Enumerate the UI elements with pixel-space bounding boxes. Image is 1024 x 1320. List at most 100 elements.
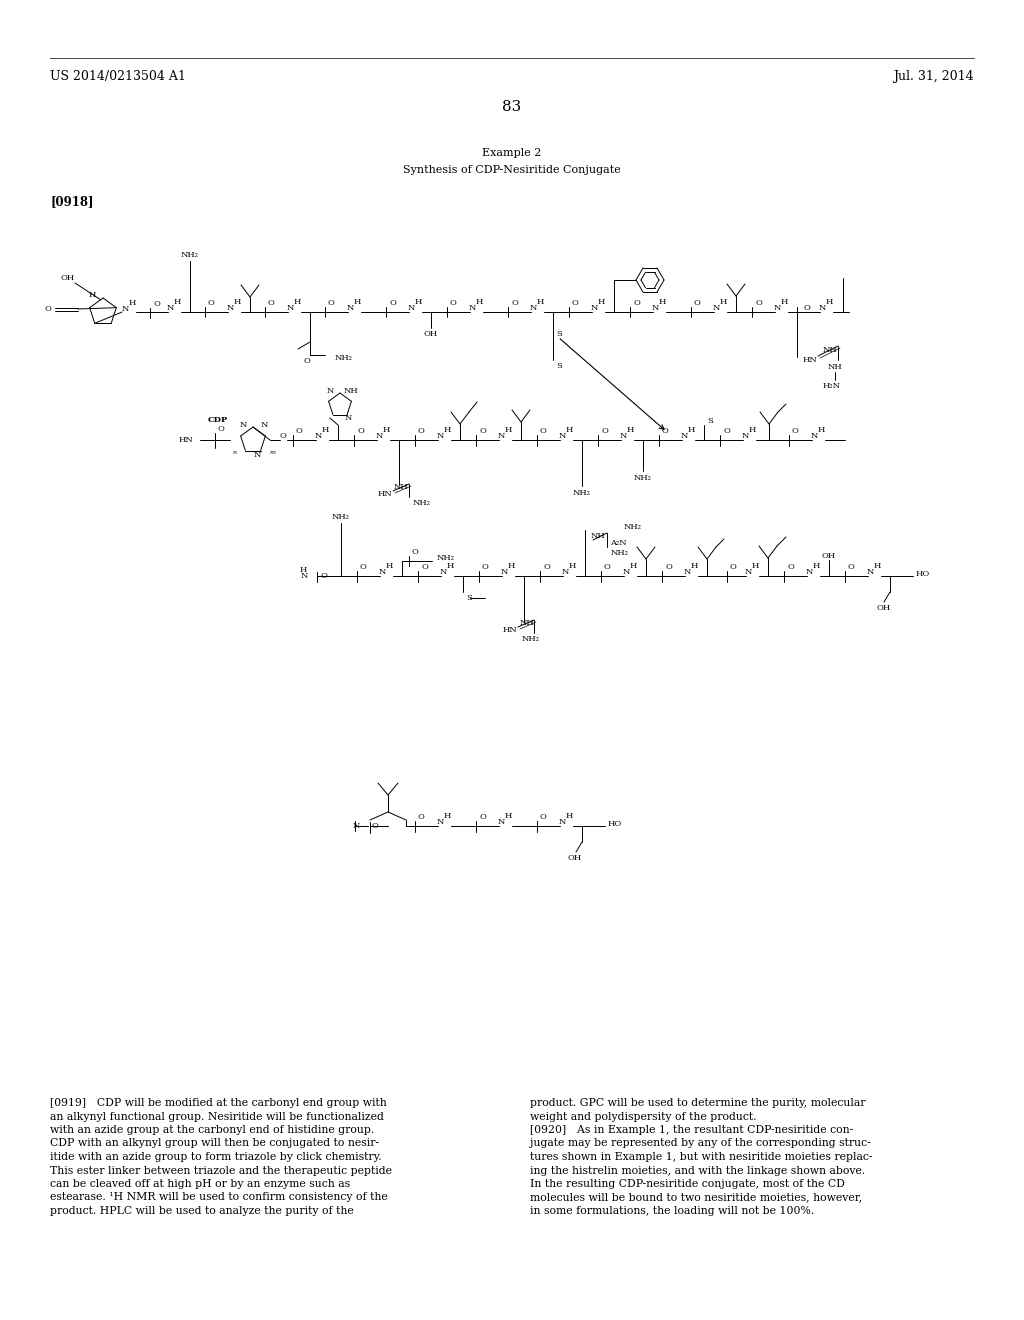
- Text: H: H: [88, 290, 95, 300]
- Text: O: O: [662, 426, 669, 436]
- Text: product. HPLC will be used to analyze the purity of the: product. HPLC will be used to analyze th…: [50, 1206, 353, 1216]
- Text: O: O: [633, 300, 640, 308]
- Text: H: H: [597, 298, 605, 306]
- Text: N: N: [744, 568, 752, 576]
- Text: N: N: [498, 432, 505, 440]
- Text: N: N: [866, 568, 873, 576]
- Text: NH₂: NH₂: [335, 354, 353, 362]
- Text: N: N: [810, 432, 818, 440]
- Text: Example 2: Example 2: [482, 148, 542, 158]
- Text: H: H: [443, 812, 451, 820]
- Text: itide with an azide group to form triazole by click chemistry.: itide with an azide group to form triazo…: [50, 1152, 382, 1162]
- Text: H: H: [299, 566, 306, 574]
- Text: O: O: [572, 300, 579, 308]
- Text: N: N: [378, 568, 386, 576]
- Text: NH₂: NH₂: [181, 251, 199, 259]
- Text: H: H: [322, 426, 329, 434]
- Text: O: O: [601, 426, 608, 436]
- Text: [0918]: [0918]: [50, 195, 93, 209]
- Text: O: O: [804, 304, 811, 312]
- Text: tures shown in Example 1, but with nesiritide moieties replac-: tures shown in Example 1, but with nesir…: [530, 1152, 872, 1162]
- Text: N: N: [301, 572, 308, 579]
- Text: O: O: [45, 305, 51, 313]
- Text: O: O: [543, 564, 550, 572]
- Text: A₂N: A₂N: [610, 539, 627, 546]
- Text: S: S: [556, 330, 562, 338]
- Text: US 2014/0213504 A1: US 2014/0213504 A1: [50, 70, 186, 83]
- Text: O: O: [218, 425, 225, 433]
- Text: NH₂: NH₂: [332, 513, 350, 521]
- Text: N: N: [344, 414, 351, 422]
- Text: NH₂: NH₂: [624, 523, 642, 531]
- Text: O: O: [665, 564, 672, 572]
- Text: NH₂: NH₂: [573, 488, 591, 498]
- Text: [0920] As in Example 1, the resultant CDP-nesiritide con-: [0920] As in Example 1, the resultant CD…: [530, 1125, 853, 1135]
- Text: H: H: [658, 298, 666, 306]
- Text: N: N: [680, 432, 688, 440]
- Text: H: H: [353, 298, 360, 306]
- Text: O: O: [540, 426, 547, 436]
- Text: H: H: [504, 426, 512, 434]
- Text: N: N: [558, 432, 565, 440]
- Text: Jul. 31, 2014: Jul. 31, 2014: [893, 70, 974, 83]
- Text: HO: HO: [608, 820, 623, 828]
- Text: N: N: [741, 432, 749, 440]
- Text: H: H: [719, 298, 727, 306]
- Text: N: N: [529, 304, 537, 312]
- Text: N: N: [558, 818, 565, 826]
- Text: NH: NH: [591, 532, 605, 540]
- Text: O: O: [540, 813, 547, 821]
- Text: O: O: [153, 300, 160, 308]
- Text: with an azide group at the carbonyl end of histidine group.: with an azide group at the carbonyl end …: [50, 1125, 374, 1135]
- Text: N: N: [314, 432, 322, 440]
- Text: O: O: [479, 813, 485, 821]
- Text: Synthesis of CDP-Nesiritide Conjugate: Synthesis of CDP-Nesiritide Conjugate: [403, 165, 621, 176]
- Text: H: H: [233, 298, 241, 306]
- Text: product. GPC will be used to determine the purity, molecular: product. GPC will be used to determine t…: [530, 1098, 865, 1107]
- Text: O: O: [208, 300, 215, 308]
- Text: OH: OH: [60, 275, 75, 282]
- Text: H: H: [443, 426, 451, 434]
- Text: CDP with an alkynyl group will then be conjugated to nesir-: CDP with an alkynyl group will then be c…: [50, 1138, 379, 1148]
- Text: H: H: [873, 562, 881, 570]
- Text: OH: OH: [568, 854, 582, 862]
- Text: O: O: [280, 432, 287, 440]
- Text: HN: HN: [178, 436, 194, 444]
- Text: N: N: [287, 304, 294, 312]
- Text: H: H: [825, 298, 833, 306]
- Text: NH₂: NH₂: [522, 635, 540, 643]
- Text: NH: NH: [519, 619, 535, 627]
- Text: N: N: [561, 568, 568, 576]
- Text: N: N: [226, 304, 233, 312]
- Text: H: H: [382, 426, 390, 434]
- Text: H₂N: H₂N: [823, 381, 841, 389]
- Text: H: H: [504, 812, 512, 820]
- Text: This ester linker between triazole and the therapeutic peptide: This ester linker between triazole and t…: [50, 1166, 392, 1176]
- Text: H: H: [128, 300, 136, 308]
- Text: NH: NH: [344, 387, 358, 395]
- Text: OH: OH: [822, 552, 837, 560]
- Text: O: O: [296, 426, 303, 436]
- Text: In the resulting CDP-nesiritide conjugate, most of the CD: In the resulting CDP-nesiritide conjugat…: [530, 1179, 845, 1189]
- Text: HN: HN: [803, 356, 817, 364]
- Text: O: O: [511, 300, 518, 308]
- Text: O: O: [268, 300, 274, 308]
- Text: H: H: [537, 298, 544, 306]
- Text: S: S: [466, 594, 472, 602]
- Text: NH₂: NH₂: [611, 549, 629, 557]
- Text: H: H: [446, 562, 454, 570]
- Text: O: O: [694, 300, 700, 308]
- Text: N: N: [498, 818, 505, 826]
- Text: N: N: [713, 304, 720, 312]
- Text: OH: OH: [424, 330, 438, 338]
- Text: N: N: [651, 304, 658, 312]
- Text: H: H: [565, 426, 572, 434]
- Text: H: H: [752, 562, 759, 570]
- Text: N: N: [501, 568, 508, 576]
- Text: O: O: [418, 426, 425, 436]
- Text: H: H: [415, 298, 422, 306]
- Text: an alkynyl functional group. Nesiritide will be functionalized: an alkynyl functional group. Nesiritide …: [50, 1111, 384, 1122]
- Text: O: O: [357, 426, 364, 436]
- Text: N: N: [683, 568, 690, 576]
- Text: O: O: [730, 564, 737, 572]
